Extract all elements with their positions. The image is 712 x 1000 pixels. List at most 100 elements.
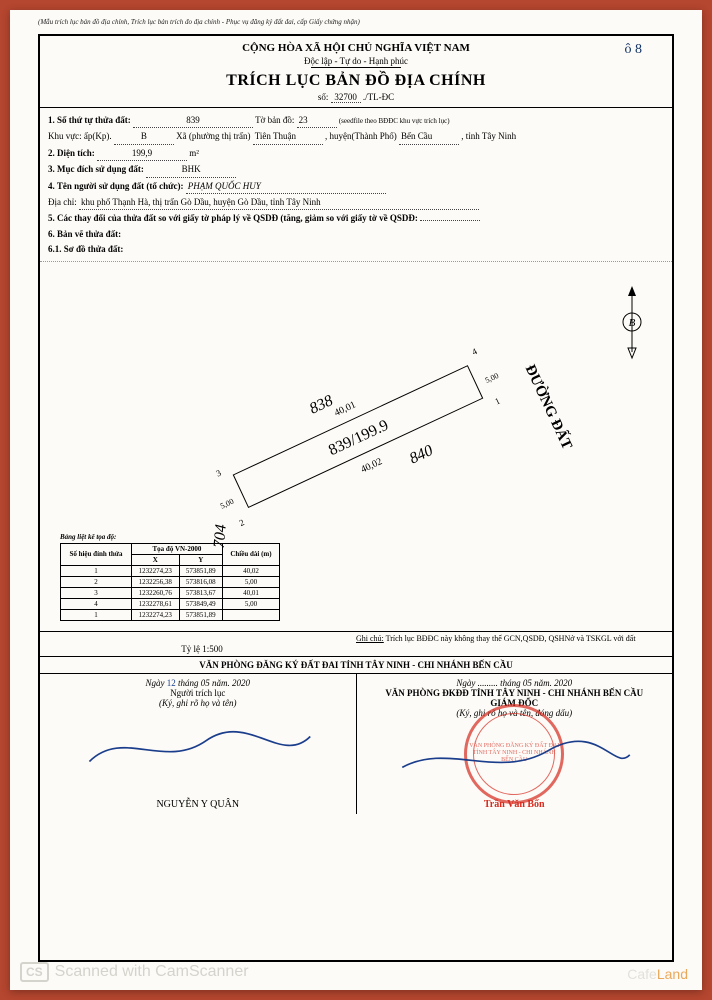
th-toado: Tọa độ VN-2000 bbox=[131, 543, 222, 554]
coord-table: Số hiệu đỉnh thửa Tọa độ VN-2000 Chiều d… bbox=[60, 543, 280, 621]
camscan-text: Scanned with CamScanner bbox=[55, 963, 249, 981]
table-cell: 1232260,76 bbox=[131, 587, 179, 598]
footer-section: Tỷ lệ 1:500 Ghi chú: Trích lục BĐĐC này … bbox=[40, 631, 672, 814]
f3-label: 3. Mục đích sử dụng đất: bbox=[48, 164, 144, 174]
left-date-rest: tháng 05 năm. 2020 bbox=[178, 678, 250, 688]
corner-3: 3 bbox=[214, 467, 223, 478]
th-y: Y bbox=[179, 554, 222, 565]
f6-label: 6. Bản vẽ thửa đất: bbox=[48, 229, 121, 239]
wm-cafe: Cafe bbox=[627, 966, 657, 982]
th-x: X bbox=[131, 554, 179, 565]
table-cell: 3 bbox=[61, 587, 132, 598]
parcel-838: 838 bbox=[307, 392, 336, 417]
sign-right: Ngày ......... tháng 05 năm. 2020 VĂN PH… bbox=[357, 674, 673, 814]
cafeland-watermark: CafeLand bbox=[627, 966, 688, 982]
table-cell: 1232278,61 bbox=[131, 598, 179, 609]
xa-label: Xã (phường thị trấn) bbox=[176, 131, 250, 141]
table-cell: 1232274,23 bbox=[131, 609, 179, 620]
ghi-chu-text: Trích lục BĐĐC này không thay thế GCN,QS… bbox=[386, 634, 636, 643]
so-value: 32700 bbox=[331, 92, 361, 103]
cs-icon: CS bbox=[20, 962, 49, 982]
th-chieu: Chiều dài (m) bbox=[222, 543, 279, 565]
ghi-chu-label: Ghi chú: bbox=[356, 634, 384, 643]
top-note: (Mẫu trích lục bản đồ địa chính, Trích l… bbox=[38, 18, 360, 26]
motto-line: Độc lập - Tự do - Hạnh phúc bbox=[50, 56, 662, 66]
table-row: 21232256,38573816,085,00 bbox=[61, 576, 280, 587]
table-cell bbox=[222, 609, 279, 620]
main-frame: CỘNG HÒA XÃ HỘI CHỦ NGHĨA VIỆT NAM Độc l… bbox=[38, 34, 674, 962]
header: CỘNG HÒA XÃ HỘI CHỦ NGHĨA VIỆT NAM Độc l… bbox=[40, 36, 672, 108]
dim-bottom: 40,02 bbox=[359, 456, 384, 475]
dim-top: 40,01 bbox=[333, 399, 358, 418]
motto-underline bbox=[311, 67, 401, 68]
to-ban-do-value: 23 bbox=[297, 113, 337, 128]
table-cell: 573849,49 bbox=[179, 598, 222, 609]
right-name: Trần Văn Bổn bbox=[357, 799, 673, 810]
to-ban-do-label: Tờ bản đồ: bbox=[255, 115, 294, 125]
so-label: số: bbox=[318, 92, 329, 102]
so-suffix: ./TL-ĐC bbox=[363, 92, 394, 102]
hand-annotation: ô 8 bbox=[625, 42, 643, 58]
signature-right bbox=[367, 734, 663, 784]
right-office: VĂN PHÒNG ĐKĐĐ TỈNH TÂY NINH - CHI NHÁNH… bbox=[361, 688, 669, 698]
signature-left bbox=[50, 724, 346, 774]
f5-label: 5. Các thay đổi của thửa đất so với giấy… bbox=[48, 213, 418, 223]
compass-b: B bbox=[629, 317, 636, 329]
dim-right: 5,00 bbox=[484, 370, 500, 384]
table-cell: 2 bbox=[61, 576, 132, 587]
seedfile-note: (seedfile theo BĐĐC khu vực trích lục) bbox=[339, 117, 450, 125]
table-cell: 5,00 bbox=[222, 598, 279, 609]
left-date-day: 12 bbox=[167, 678, 176, 688]
f5-blank bbox=[420, 220, 480, 221]
fields-block: 1. Số thứ tự thửa đất: 839 Tờ bản đồ: 23… bbox=[40, 108, 672, 261]
table-cell: 573816,08 bbox=[179, 576, 222, 587]
compass-icon: B bbox=[612, 282, 652, 362]
table-cell: 1232256,38 bbox=[131, 576, 179, 587]
khu-vuc-label: Khu vực: ấp(Kp). bbox=[48, 131, 112, 141]
corner-1: 1 bbox=[493, 395, 501, 406]
wm-land: Land bbox=[657, 966, 688, 982]
f4-value: PHẠM QUỐC HUY bbox=[186, 179, 386, 194]
paper-sheet: (Mẫu trích lục bản đồ địa chính, Trích l… bbox=[10, 10, 702, 990]
table-row: 31232260,76573813,6740,01 bbox=[61, 587, 280, 598]
dia-chi-label: Địa chỉ: bbox=[48, 197, 77, 207]
table-cell: 573851,89 bbox=[179, 609, 222, 620]
table-row: 11232274,23573851,89 bbox=[61, 609, 280, 620]
f2-value: 199,9 bbox=[97, 146, 187, 161]
dim-left: 5,00 bbox=[219, 496, 235, 510]
corner-4: 4 bbox=[470, 345, 479, 356]
f61-label: 6.1. Sơ đồ thửa đất: bbox=[48, 244, 123, 254]
table-cell: 40,01 bbox=[222, 587, 279, 598]
right-date: Ngày ......... tháng 05 năm. 2020 bbox=[361, 678, 669, 688]
scale-row: Tỷ lệ 1:500 Ghi chú: Trích lục BĐĐC này … bbox=[40, 632, 672, 657]
dia-chi-value: khu phố Thạnh Hà, thị trấn Gò Dầu, huyện… bbox=[79, 195, 479, 210]
left-instr: (Ký, ghi rõ họ và tên) bbox=[44, 698, 352, 708]
huyen-value: Bến Cầu bbox=[399, 129, 459, 144]
sign-row: Ngày 12 tháng 05 năm. 2020 Người trích l… bbox=[40, 674, 672, 814]
parcel-840: 840 bbox=[407, 441, 436, 466]
table-row: 11232274,23573851,8940,02 bbox=[61, 565, 280, 576]
table-cell: 573813,67 bbox=[179, 587, 222, 598]
table-cell: 1232274,23 bbox=[131, 565, 179, 576]
f2-label: 2. Diện tích: bbox=[48, 148, 95, 158]
coord-table-title: Bảng liệt kê tọa độ: bbox=[60, 533, 280, 541]
table-cell: 40,02 bbox=[222, 565, 279, 576]
f3-value: BHK bbox=[146, 162, 236, 177]
doc-number: số: 32700 ./TL-ĐC bbox=[50, 92, 662, 103]
left-name: NGUYỄN Y QUÂN bbox=[40, 799, 356, 810]
table-cell: 4 bbox=[61, 598, 132, 609]
huyen-label: , huyện(Thành Phố) bbox=[325, 131, 397, 141]
f4-label: 4. Tên người sử dụng đất (tổ chức): bbox=[48, 181, 184, 191]
camscanner-watermark: CS Scanned with CamScanner bbox=[20, 962, 249, 982]
doc-title: TRÍCH LỤC BẢN ĐỒ ĐỊA CHÍNH bbox=[50, 72, 662, 90]
map-area: 839/199.9 40,01 40,02 838 840 4 1 5,00 3… bbox=[40, 261, 672, 631]
coord-table-block: Bảng liệt kê tọa độ: Số hiệu đỉnh thửa T… bbox=[60, 533, 280, 621]
f2-unit: m² bbox=[189, 148, 199, 158]
office-row: VĂN PHÒNG ĐĂNG KÝ ĐẤT ĐAI TỈNH TÂY NINH … bbox=[40, 657, 672, 674]
parcel-center-label: 839/199.9 bbox=[326, 416, 391, 458]
table-cell: 5,00 bbox=[222, 576, 279, 587]
table-cell: 1 bbox=[61, 565, 132, 576]
table-row: 41232278,61573849,495,00 bbox=[61, 598, 280, 609]
th-so: Số hiệu đỉnh thửa bbox=[61, 543, 132, 565]
f1-label: 1. Số thứ tự thửa đất: bbox=[48, 115, 131, 125]
